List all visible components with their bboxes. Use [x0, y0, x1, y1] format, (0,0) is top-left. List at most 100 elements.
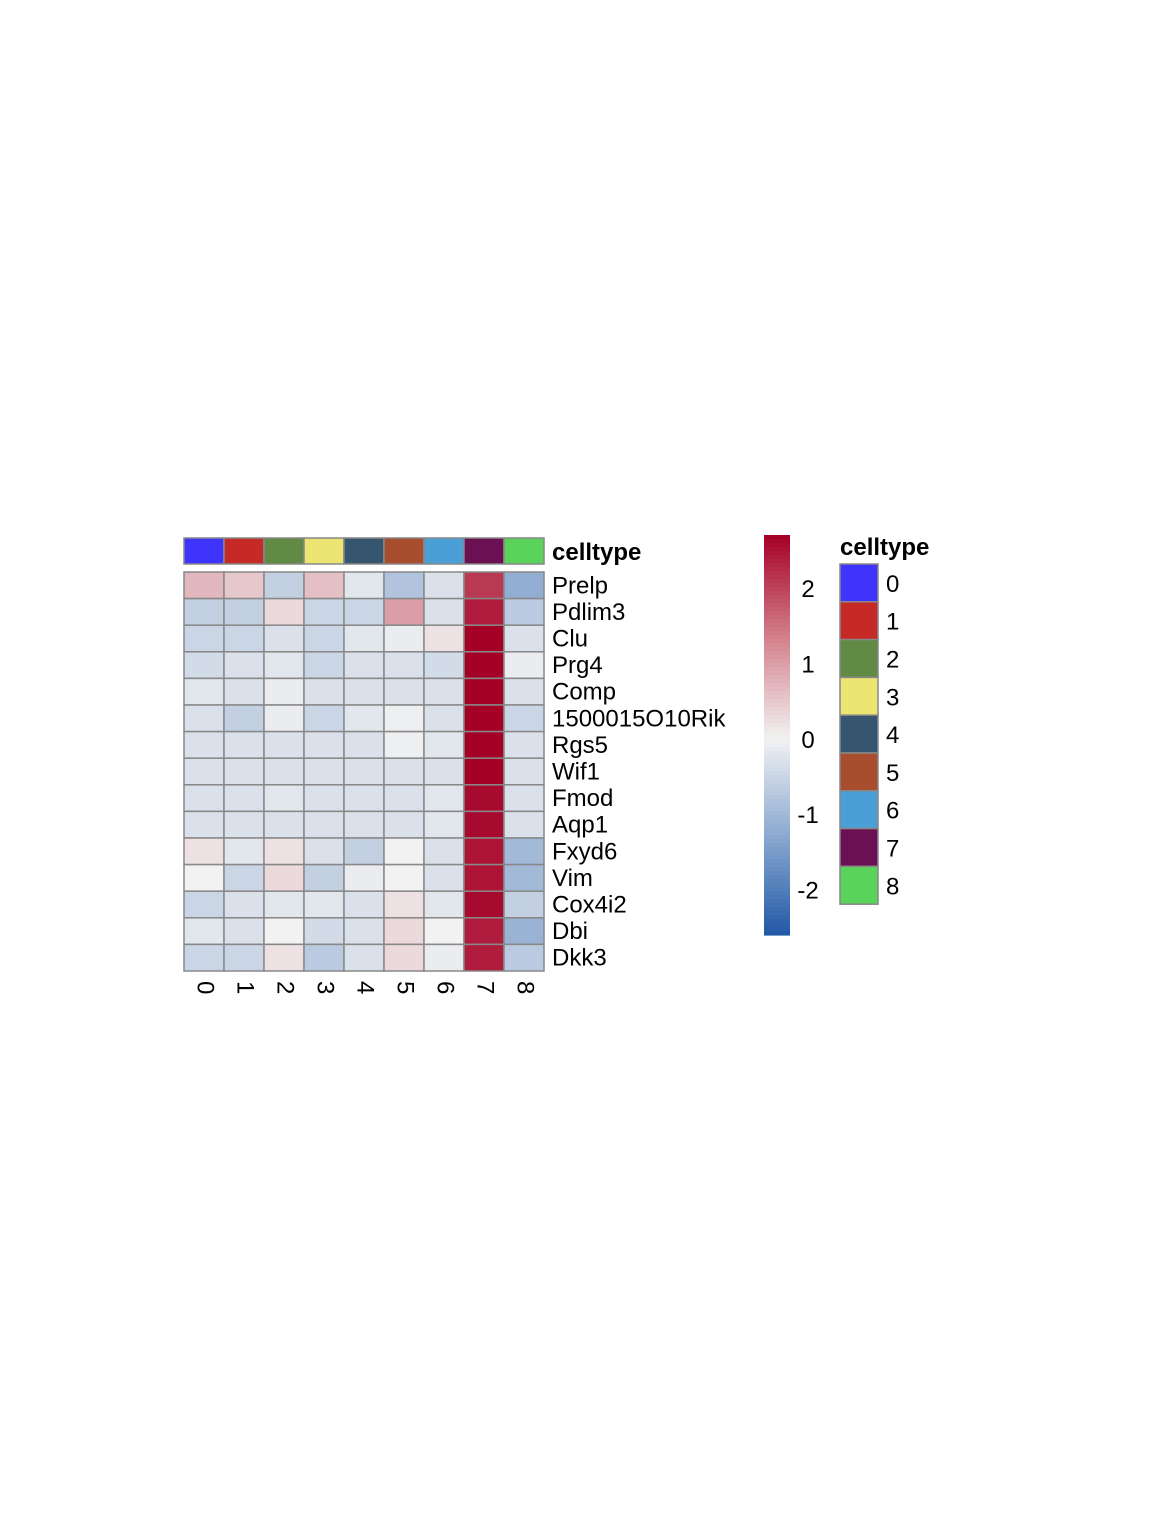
heatmap-cell [383, 917, 425, 946]
heatmap-cell [183, 784, 225, 813]
heatmap-cell [303, 730, 345, 759]
color-scale-step [764, 695, 790, 700]
color-scale-step [764, 663, 790, 668]
heatmap-cell [463, 651, 505, 680]
color-scale-step [764, 599, 790, 604]
color-scale-step [764, 619, 790, 624]
color-scale-step [764, 719, 790, 724]
row-label: Pdlim3 [552, 599, 625, 626]
heatmap-cell [503, 651, 545, 680]
heatmap-cell [463, 597, 505, 626]
heatmap-cell [383, 624, 425, 653]
heatmap-cell [303, 943, 345, 972]
heatmap-cell [383, 677, 425, 706]
heatmap-cell [183, 943, 225, 972]
color-scale-step [764, 823, 790, 828]
color-scale-step [764, 759, 790, 764]
color-scale-step [764, 607, 790, 612]
heatmap-cell [183, 757, 225, 786]
color-scale-step [764, 855, 790, 860]
color-scale-step [764, 743, 790, 748]
color-scale-step [764, 539, 790, 544]
color-scale-step [764, 579, 790, 584]
heatmap-cell [383, 784, 425, 813]
color-scale-step [764, 583, 790, 588]
heatmap-cell [503, 757, 545, 786]
row-label: Prg4 [552, 652, 603, 679]
color-scale-ticks: 2 1 0 -1 -2 [797, 576, 818, 905]
heatmap-cell [223, 837, 265, 866]
heatmap-cell [383, 704, 425, 733]
color-scale-step [764, 739, 790, 744]
heatmap-cell [263, 863, 305, 892]
legend-swatch-5 [839, 752, 879, 792]
heatmap-cell [183, 597, 225, 626]
color-scale-step [764, 923, 790, 928]
color-scale-step [764, 891, 790, 896]
color-scale-step [764, 767, 790, 772]
color-scale-step [764, 755, 790, 760]
legend-label: 5 [886, 760, 899, 787]
heatmap-cell [343, 704, 385, 733]
color-scale-step [764, 559, 790, 564]
heatmap-cell [383, 757, 425, 786]
heatmap-cell [303, 624, 345, 653]
heatmap-cell [463, 943, 505, 972]
color-scale-step [764, 871, 790, 876]
row-label: Aqp1 [552, 812, 608, 839]
column-label: 4 [352, 981, 379, 994]
color-scale-step [764, 647, 790, 652]
heatmap-cell [343, 624, 385, 653]
heatmap-cell [383, 837, 425, 866]
heatmap-cell [183, 677, 225, 706]
legend-title: celltype [840, 534, 929, 561]
heatmap-cell [183, 890, 225, 919]
heatmap-cell [503, 730, 545, 759]
heatmap-cell [303, 837, 345, 866]
heatmap-cell [263, 677, 305, 706]
heatmap-cell [503, 863, 545, 892]
color-scale-step [764, 639, 790, 644]
heatmap-cell [463, 624, 505, 653]
heatmap-cell [263, 810, 305, 839]
color-scale-tick-label: 0 [801, 727, 814, 754]
color-scale-step [764, 779, 790, 784]
row-label: Dkk3 [552, 945, 607, 972]
legend-label: 3 [886, 684, 899, 711]
legend-swatch-4 [839, 714, 879, 754]
color-scale-step [764, 783, 790, 788]
color-scale-step [764, 671, 790, 676]
heatmap-cell [503, 677, 545, 706]
heatmap-cell [343, 730, 385, 759]
color-scale-step [764, 591, 790, 596]
heatmap-cell [183, 810, 225, 839]
heatmap-cell [303, 757, 345, 786]
color-scale-step [764, 907, 790, 912]
heatmap-cell [423, 943, 465, 972]
color-scale-step [764, 571, 790, 576]
legend-label: 8 [886, 873, 899, 900]
color-scale-step [764, 839, 790, 844]
heatmap-cell [263, 890, 305, 919]
heatmap-cell [463, 677, 505, 706]
legend-label: 0 [886, 571, 899, 598]
color-scale-step [764, 687, 790, 692]
color-scale-step [764, 655, 790, 660]
heatmap-cell [423, 784, 465, 813]
heatmap-cell [183, 730, 225, 759]
heatmap-cell [303, 863, 345, 892]
color-scale-step [764, 863, 790, 868]
heatmap-cell [383, 810, 425, 839]
heatmap-cell [183, 837, 225, 866]
color-scale-tick-label: 2 [801, 576, 814, 603]
heatmap-cell [463, 757, 505, 786]
color-scale-step [764, 807, 790, 812]
heatmap-cell [303, 704, 345, 733]
color-scale-bar [764, 535, 790, 936]
color-scale-step [764, 847, 790, 852]
color-scale-step [764, 815, 790, 820]
color-scale-step [764, 567, 790, 572]
annotation-cell-7 [463, 537, 505, 565]
legend-swatch-8 [839, 865, 879, 905]
